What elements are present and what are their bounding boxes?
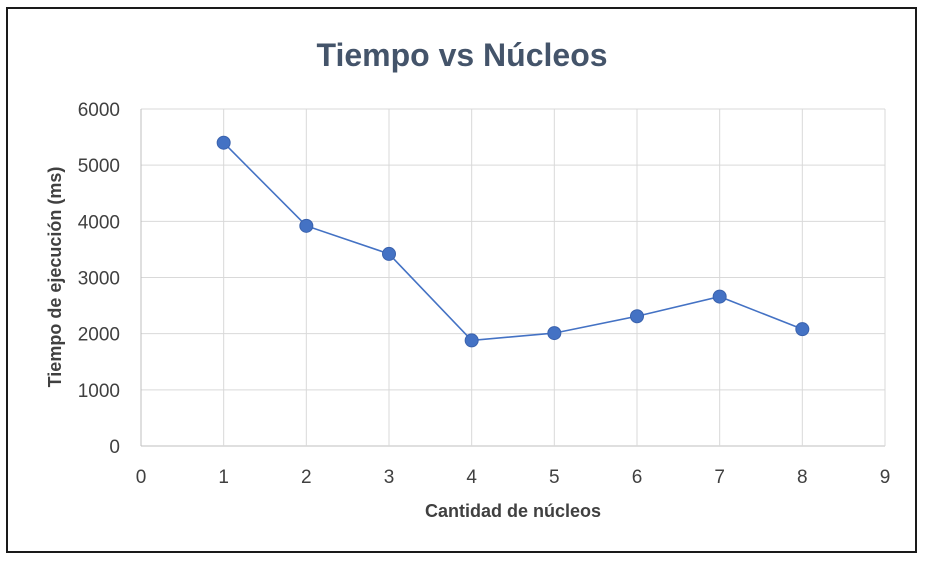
x-tick-label: 1: [218, 467, 229, 488]
x-tick-label: 0: [136, 467, 147, 488]
series: [216, 135, 810, 348]
y-tick-label: 6000: [78, 100, 120, 121]
y-axis-title: Tiempo de ejecución (ms): [45, 167, 65, 388]
x-tick-label: 4: [466, 467, 477, 488]
data-point: [464, 333, 479, 348]
x-axis-title: Cantidad de núcleos: [425, 501, 601, 521]
y-tick-label: 0: [109, 437, 120, 458]
y-tick-label: 2000: [78, 325, 120, 346]
data-point: [216, 135, 231, 150]
y-tick-label: 4000: [78, 212, 120, 233]
chart-frame: [6, 7, 917, 553]
x-tick-label: 5: [549, 467, 560, 488]
y-tick-labels: 0 1000 2000 3000 4000 5000 6000: [78, 100, 120, 458]
x-tick-label: 7: [714, 467, 725, 488]
data-point: [299, 218, 314, 233]
data-point: [630, 309, 644, 324]
data-point: [382, 246, 396, 261]
x-tick-label: 6: [632, 467, 643, 488]
y-tick-label: 3000: [78, 269, 120, 290]
data-point: [547, 326, 562, 341]
y-tick-label: 1000: [78, 381, 120, 402]
data-point: [712, 289, 727, 304]
x-tick-label: 3: [384, 467, 395, 488]
series-line: [223, 142, 803, 342]
y-tick-label: 5000: [78, 156, 120, 177]
x-tick-labels: 0 1 2 3 4 5 6 7 8 9: [136, 467, 891, 488]
x-tick-label: 2: [301, 467, 312, 488]
grid: [140, 108, 886, 447]
x-tick-label: 9: [880, 467, 891, 488]
chart-title: Tiempo vs Núcleos: [316, 37, 607, 73]
data-point: [795, 322, 810, 337]
x-tick-label: 8: [797, 467, 808, 488]
